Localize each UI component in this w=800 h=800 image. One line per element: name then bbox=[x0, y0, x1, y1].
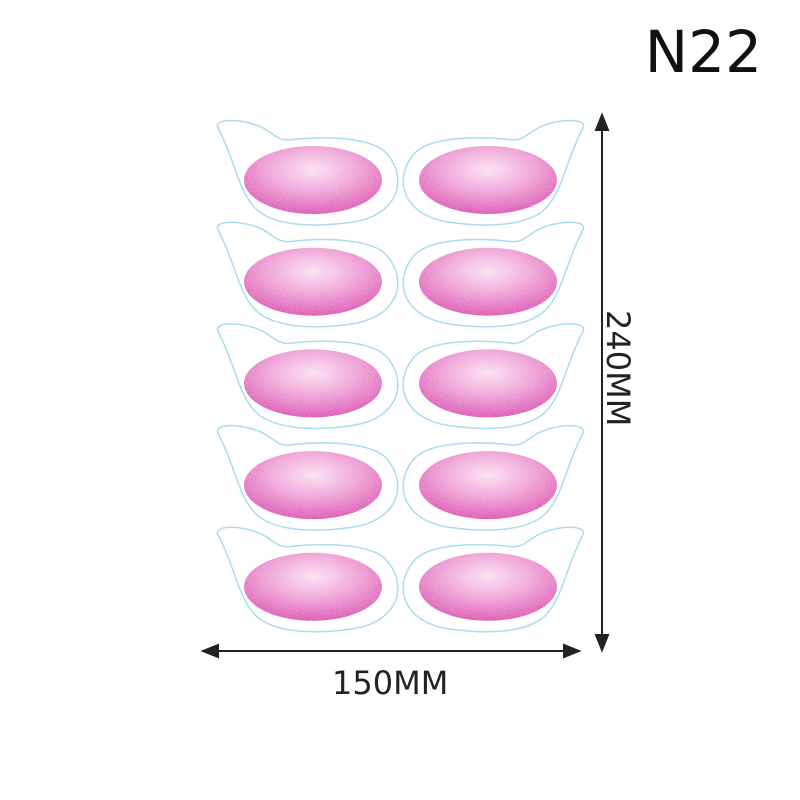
eye-sticker bbox=[216, 323, 399, 430]
width-dimension-arrow bbox=[200, 643, 582, 659]
glitter-sparkle bbox=[244, 247, 382, 316]
eye-sticker bbox=[402, 119, 585, 226]
glitter-sparkle bbox=[244, 349, 382, 418]
glitter-sparkle bbox=[244, 552, 382, 621]
eye-sticker bbox=[402, 526, 585, 633]
glitter-sparkle bbox=[419, 146, 557, 214]
eye-sticker bbox=[216, 424, 399, 531]
height-label: 240MM bbox=[599, 310, 637, 427]
eye-sticker bbox=[402, 221, 585, 328]
glitter-sparkle bbox=[419, 349, 557, 418]
glitter-sparkle bbox=[244, 146, 382, 214]
width-label: 150MM bbox=[332, 664, 449, 702]
glitter-sparkle bbox=[244, 451, 382, 520]
eye-sticker bbox=[216, 119, 399, 226]
glitter-sparkle bbox=[419, 552, 557, 621]
glitter-sparkle bbox=[419, 247, 557, 316]
eye-sticker bbox=[402, 323, 585, 430]
eye-sticker bbox=[216, 526, 399, 633]
eye-sticker bbox=[216, 221, 399, 328]
height-dimension-arrow bbox=[594, 112, 610, 653]
glitter-sparkle bbox=[419, 451, 557, 520]
eye-sticker bbox=[402, 424, 585, 531]
product-code: N22 bbox=[644, 18, 762, 86]
